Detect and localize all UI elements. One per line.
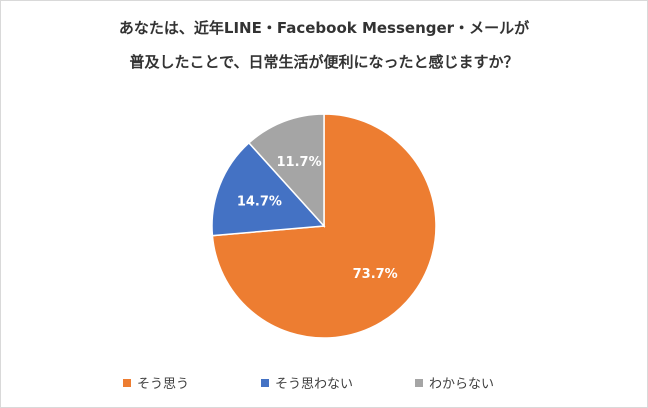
- legend-swatch-agree: [123, 378, 131, 387]
- legend-item-agree: そう思う: [123, 373, 189, 392]
- chart-legend: そう思う そう思わない わからない: [1, 369, 647, 393]
- legend-label-disagree: そう思わない: [275, 377, 354, 392]
- data-label-unknown: 11.7%: [277, 155, 322, 170]
- legend-item-disagree: そう思わない: [261, 373, 353, 392]
- data-label-disagree: 14.7%: [237, 195, 282, 210]
- chart-title: あなたは、近年LINE・Facebook Messenger・メールが 普及した…: [1, 11, 647, 79]
- pie-slice-disagree: [211, 141, 326, 237]
- legend-item-unknown: わからない: [415, 373, 494, 392]
- chart-title-line-2: 普及したことで、日常生活が便利になったと感じますか？: [129, 53, 519, 71]
- legend-label-agree: そう思う: [137, 377, 190, 392]
- legend-swatch-unknown: [415, 378, 423, 387]
- legend-label-unknown: わからない: [429, 377, 495, 392]
- data-label-agree: 73.7%: [353, 267, 398, 282]
- legend-swatch-disagree: [261, 378, 269, 387]
- pie-slice-unknown: [247, 113, 325, 228]
- chart-title-line-1: あなたは、近年LINE・Facebook Messenger・メールが: [118, 19, 530, 37]
